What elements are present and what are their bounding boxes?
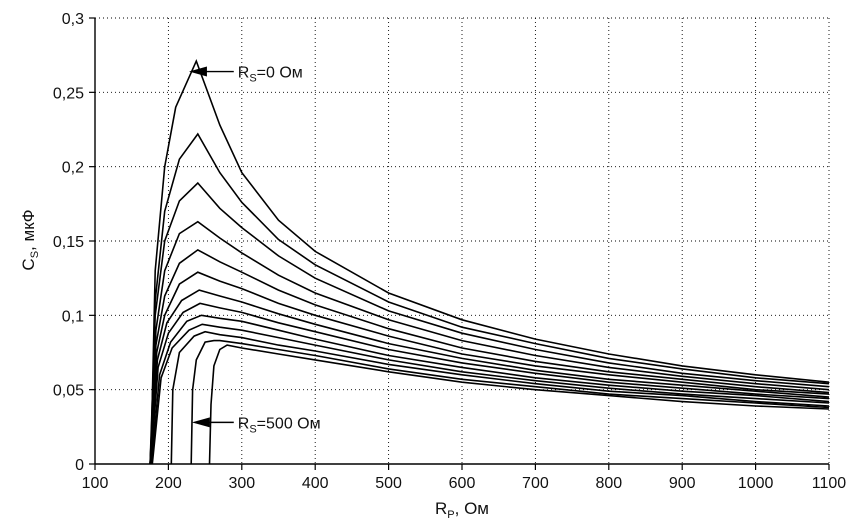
series-line-4 [149, 220, 830, 465]
y-axis-label-sub: S [29, 251, 41, 258]
series-line-9 [150, 314, 830, 465]
series-line-8 [150, 302, 830, 465]
series-line-10 [151, 323, 830, 465]
x-tick-label: 600 [449, 475, 476, 492]
annotation-label-tail: =500 Ом [257, 415, 321, 432]
x-axis-label-sub: P [447, 509, 454, 519]
x-axis-label-tail: , Ом [455, 499, 489, 518]
axes [89, 17, 830, 470]
annotation-label-tail: =0 Ом [257, 65, 303, 82]
series-line-5 [149, 248, 830, 465]
series-line-2 [150, 132, 830, 465]
y-axis-label-tail: , мкФ [19, 209, 38, 251]
y-tick-label: 0,05 [53, 383, 84, 400]
annotation-label-sub: S [249, 73, 256, 85]
annotation-label: RS=500 Ом [238, 415, 321, 435]
series-line-6 [149, 271, 830, 465]
x-tick-label: 1000 [738, 475, 774, 492]
x-axis-label-main: R [435, 499, 447, 518]
series-line-11 [170, 330, 830, 465]
annotation-arrowhead [191, 417, 210, 428]
x-tick-label: 700 [522, 475, 549, 492]
x-tick-label: 500 [375, 475, 402, 492]
annotation-rs-0: RS=0 Ом [188, 65, 303, 85]
annotation-label-main: R [238, 415, 250, 432]
series-line-13 [208, 344, 830, 465]
y-axis-label-main: C [19, 258, 38, 270]
y-tick-label: 0 [75, 457, 84, 474]
annotation-rs-500: RS=500 Ом [191, 415, 321, 435]
series-line-3 [149, 181, 830, 465]
x-tick-label: 400 [302, 475, 329, 492]
y-axis-label: CS, мкФ [19, 209, 41, 270]
annotation-label-sub: S [249, 423, 256, 435]
y-tick-label: 0,15 [53, 234, 84, 251]
series-line-12 [190, 339, 830, 465]
x-tick-label: 800 [595, 475, 622, 492]
y-tick-label: 0,3 [62, 11, 84, 28]
series-line-1 [150, 58, 830, 465]
x-tick-label: 900 [669, 475, 696, 492]
x-tick-label: 300 [228, 475, 255, 492]
x-tick-label: 1100 [812, 475, 847, 492]
y-tick-label: 0,2 [62, 160, 84, 177]
series-group [149, 58, 830, 465]
y-tick-label: 0,1 [62, 308, 84, 325]
annotation-arrowhead [188, 66, 207, 77]
annotation-label-main: R [238, 65, 250, 82]
annotation-label: RS=0 Ом [238, 65, 303, 85]
y-tick-label: 0,25 [53, 85, 84, 102]
x-axis-label: RP, Ом [435, 499, 489, 519]
tick-labels: 100 200 300 400 500 600 700 800 900 1000 1100 0 0,05… [53, 11, 846, 492]
x-tick-label: 100 [82, 475, 109, 492]
x-tick-label: 200 [155, 475, 182, 492]
series-line-7 [149, 289, 830, 465]
